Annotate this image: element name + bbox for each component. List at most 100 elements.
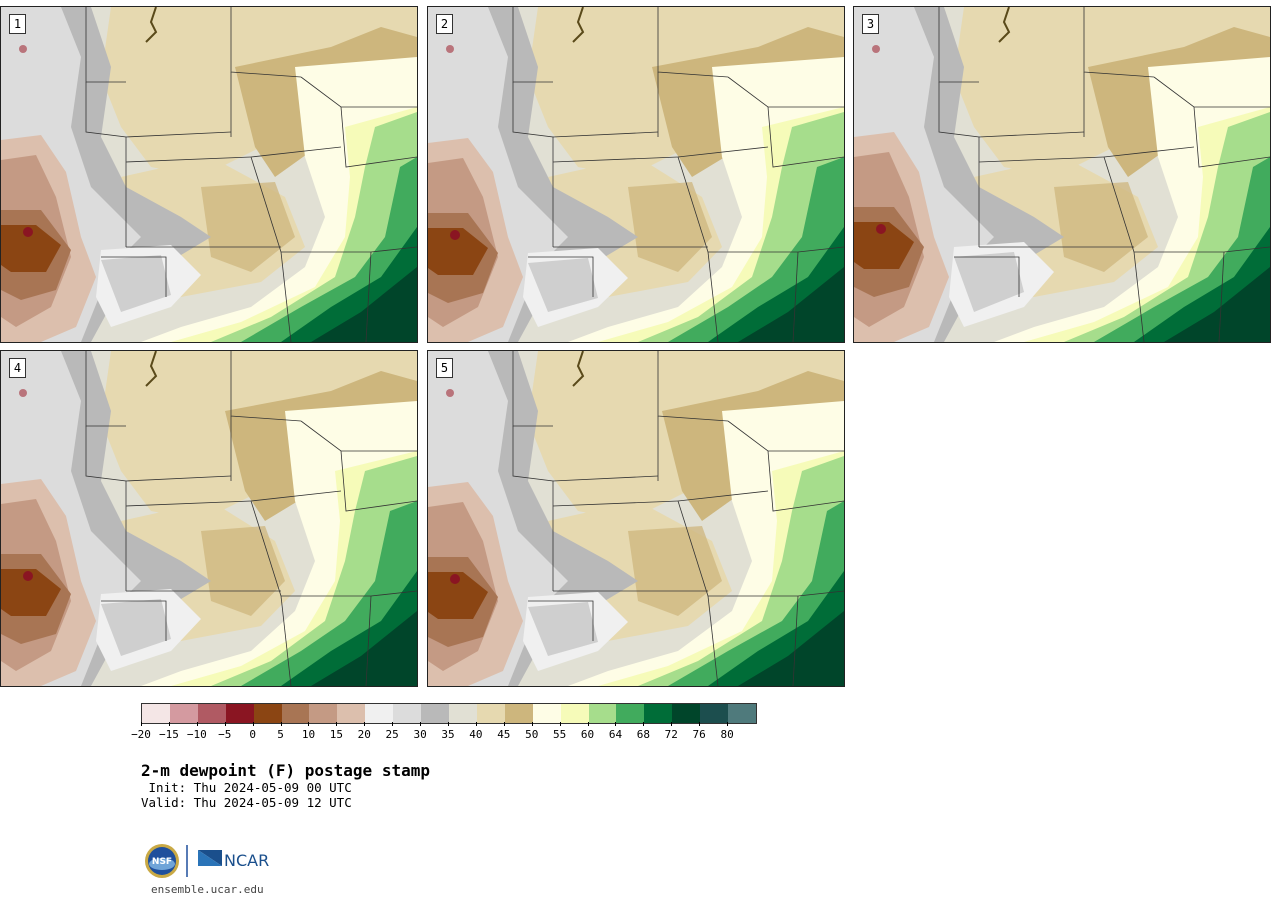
state-border: [125, 156, 252, 163]
state-border: [340, 106, 417, 168]
colorbar-tick-label: −20: [131, 728, 151, 741]
colorbar-tick-mark: [224, 722, 226, 726]
state-border: [552, 156, 679, 163]
colorbar-swatch: [197, 704, 226, 723]
colorbar-tick-label: 45: [497, 728, 511, 741]
dewpoint-minus5-spot: [23, 227, 33, 237]
colorbar-swatch: [225, 704, 254, 723]
colorbar-tick-label: 55: [553, 728, 567, 741]
state-border: [1103, 146, 1195, 158]
dewpoint-72-region: [311, 611, 417, 686]
dewpoint-map: [854, 7, 1270, 342]
border-river: [145, 351, 158, 387]
colorbar-swatch: [142, 704, 170, 723]
colorbar-tick-label: 30: [413, 728, 427, 741]
colorbar-swatch: [504, 704, 533, 723]
dewpoint-map: [428, 351, 844, 686]
state-border: [552, 500, 679, 507]
dewpoint-minus10-spot: [872, 45, 880, 53]
state-border: [938, 82, 980, 247]
border-river: [145, 7, 158, 43]
state-border: [1133, 251, 1145, 342]
state-border: [280, 251, 292, 342]
dewpoint-72-region: [1164, 267, 1270, 342]
map-panel-member-2: 2: [427, 6, 845, 343]
dewpoint-minus10-spot: [19, 389, 27, 397]
border-river: [998, 7, 1011, 43]
svg-text:NCAR: NCAR: [224, 851, 269, 870]
colorbar-swatch: [700, 704, 729, 723]
colorbar-tick-label: 0: [249, 728, 256, 741]
colorbar-swatch: [337, 704, 366, 723]
dewpoint-72-region: [738, 267, 844, 342]
state-border: [340, 450, 417, 512]
dewpoint-45-region: [201, 526, 285, 616]
state-border: [1103, 156, 1135, 253]
colorbar-ticks: −20 −15 −10 −5 0 5 10 15 20 25 30 35 40 45 50 55 60 64 68 7…: [131, 722, 757, 742]
member-number-label: 4: [9, 358, 26, 378]
colorbar-tick-mark: [392, 722, 394, 726]
state-border: [552, 475, 659, 482]
state-border: [512, 426, 554, 591]
colorbar-tick-label: 80: [720, 728, 734, 741]
state-border: [677, 500, 709, 597]
dewpoint-0-region: [854, 222, 914, 269]
member-number-label: 1: [9, 14, 26, 34]
state-border: [101, 256, 167, 297]
colorbar-tick-label: 25: [385, 728, 399, 741]
colorbar-tick-mark: [587, 722, 589, 726]
colorbar-swatch: [253, 704, 282, 723]
dewpoint-30-region: [528, 602, 598, 656]
dewpoint-0-region: [1, 569, 61, 616]
colorbar-tick-label: 72: [664, 728, 678, 741]
map-panel-member-3: 3: [853, 6, 1271, 343]
state-border: [250, 500, 282, 597]
colorbar-tick-mark: [336, 722, 338, 726]
colorbar-tick-label: 5: [277, 728, 284, 741]
dewpoint-0-region: [428, 228, 488, 275]
init-time: Init: Thu 2024-05-09 00 UTC: [141, 780, 352, 795]
colorbar-swatch: [532, 704, 561, 723]
member-number-label: 3: [862, 14, 879, 34]
colorbar-tick-mark: [252, 722, 254, 726]
state-border: [85, 82, 127, 247]
colorbar-tick-label: 10: [301, 728, 316, 741]
colorbar-swatch: [644, 704, 673, 723]
nsf-ncar-logo: NSF NCAR: [145, 844, 269, 878]
dewpoint-minus5-spot: [23, 571, 33, 581]
colorbar-tick-mark: [671, 722, 673, 726]
colorbar-tick-mark: [280, 722, 282, 726]
dewpoint-minus5-spot: [450, 574, 460, 584]
state-border: [552, 131, 659, 138]
colorbar-tick-label: 35: [441, 728, 455, 741]
state-border: [978, 131, 1085, 138]
state-border: [707, 595, 719, 686]
colorbar-tick-mark: [448, 722, 449, 726]
colorbar-tick-mark: [141, 722, 142, 726]
state-border: [250, 490, 342, 502]
dewpoint-30-region: [101, 255, 171, 312]
map-panel-member-4: 4: [0, 350, 418, 687]
colorbar-tick-label: 60: [580, 728, 595, 741]
state-border: [677, 156, 709, 253]
colorbar-swatch: [588, 704, 617, 723]
member-number-label: 2: [436, 14, 453, 34]
colorbar-swatch: [421, 704, 449, 723]
colorbar-swatch: [476, 704, 505, 723]
colorbar-tick-label: 15: [329, 728, 343, 741]
colorbar-tick-mark: [475, 722, 477, 726]
dewpoint-0-region: [1, 225, 61, 272]
website-link[interactable]: ensemble.ucar.edu: [151, 883, 264, 896]
border-river: [572, 7, 585, 43]
state-border: [250, 146, 342, 158]
dewpoint-72-region: [738, 611, 844, 686]
colorbar-swatch: [365, 704, 394, 723]
state-border: [707, 251, 719, 342]
colorbar-tick-mark: [196, 722, 198, 726]
colorbar-tick-mark: [308, 722, 310, 726]
state-border: [365, 595, 372, 686]
colorbar-swatch: [560, 704, 589, 723]
state-border: [528, 600, 594, 641]
colorbar-tick-label: 50: [525, 728, 539, 741]
state-border: [280, 595, 292, 686]
